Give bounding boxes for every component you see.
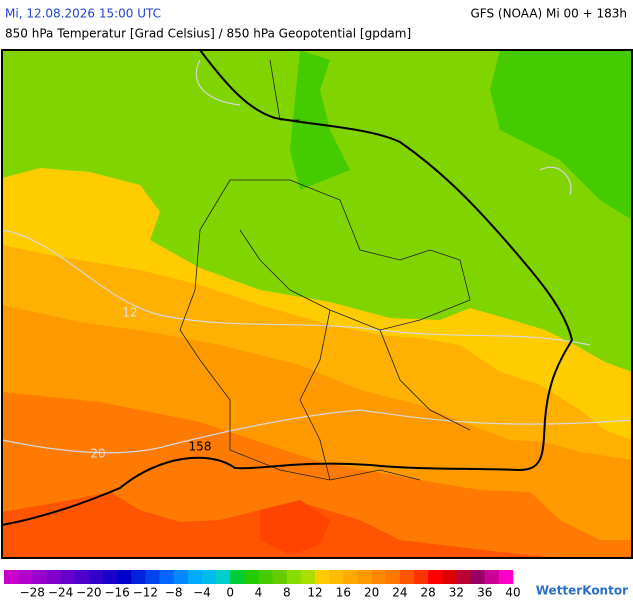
colorbar-swatch xyxy=(272,570,288,584)
colorbar-label: 12 xyxy=(307,586,322,600)
colorbar-swatch xyxy=(498,570,514,584)
colorbar-swatch xyxy=(470,570,486,584)
colorbar-swatch xyxy=(46,570,61,584)
map: 12 20 158 xyxy=(1,49,633,559)
colorbar-swatch xyxy=(32,570,47,584)
colorbar-swatch xyxy=(102,570,118,584)
colorbar-swatch xyxy=(399,570,415,584)
colorbar-label: 32 xyxy=(449,586,464,600)
colorbar-swatch xyxy=(159,570,174,584)
colorbar-swatch xyxy=(385,570,401,584)
colorbar-swatch xyxy=(230,570,245,584)
colorbar-swatch xyxy=(18,570,33,584)
colorbar-swatch xyxy=(244,570,259,584)
colorbar-label: 40 xyxy=(505,586,520,600)
colorbar-swatch xyxy=(343,570,358,584)
colorbar-label: 36 xyxy=(477,586,492,600)
colorbar-swatch xyxy=(315,570,330,584)
colorbar-label: 20 xyxy=(364,586,379,600)
colorbar-swatch xyxy=(4,570,19,584)
colorbar-swatch xyxy=(216,570,231,584)
colorbar-label: −20 xyxy=(76,586,101,600)
colorbar-label: 28 xyxy=(421,586,436,600)
colorbar-swatch xyxy=(484,570,500,584)
geopotential-contour xyxy=(1,49,574,526)
colorbar-label: −12 xyxy=(133,586,158,600)
colorbar-swatch xyxy=(414,570,429,584)
isotherm xyxy=(1,409,633,454)
colorbar-swatch xyxy=(201,570,217,584)
colorbar-label: −4 xyxy=(193,586,211,600)
map-title: 850 hPa Temperatur [Grad Celsius] / 850 … xyxy=(5,27,411,41)
colorbar-swatch xyxy=(371,570,387,584)
colorbar-swatch xyxy=(442,570,457,584)
colorbar-swatch xyxy=(187,570,203,584)
colorbar-label: −24 xyxy=(48,586,73,600)
isotherm-label: 20 xyxy=(90,447,105,461)
colorbar-swatch xyxy=(300,570,316,584)
colorbar-swatch xyxy=(117,570,132,584)
colorbar-label: −16 xyxy=(104,586,129,600)
map-frame xyxy=(1,49,633,559)
colorbar-swatch xyxy=(145,570,160,584)
colorbar-swatch xyxy=(60,570,75,584)
colorbar-swatch xyxy=(131,570,146,584)
field-red xyxy=(260,500,330,555)
colorbar-label: 0 xyxy=(226,586,234,600)
colorbar-swatch xyxy=(357,570,372,584)
colorbar-swatch xyxy=(88,570,104,584)
colorbar-label: −8 xyxy=(165,586,183,600)
model-run: GFS (NOAA) Mi 00 + 183h xyxy=(470,7,627,21)
colorbar-swatch xyxy=(286,570,302,584)
datetime: Mi, 12.08.2026 15:00 UTC xyxy=(5,7,161,21)
colorbar-label: 24 xyxy=(392,586,407,600)
colorbar-swatch xyxy=(329,570,344,584)
logo: WetterKontor xyxy=(536,584,628,598)
field-green-dark xyxy=(290,50,350,190)
colorbar-label: 8 xyxy=(283,586,291,600)
isotherm-label: 12 xyxy=(122,306,137,320)
colorbar-swatch xyxy=(456,570,471,584)
isotherm xyxy=(195,59,572,196)
colorbar-swatch xyxy=(428,570,443,584)
field-green-dark xyxy=(490,50,632,220)
colorbar-swatch xyxy=(173,570,189,584)
colorbar-swatch xyxy=(74,570,90,584)
colorbar-swatch xyxy=(258,570,273,584)
contour-label: 158 xyxy=(189,440,212,454)
colorbar-label: −28 xyxy=(20,586,45,600)
colorbar-label: 16 xyxy=(336,586,351,600)
colorbar: −28 −24 −20 −16 −12 −8 −4 0 4 8 12 16 20 24 28 32 36 40 xyxy=(4,570,521,600)
isotherm xyxy=(1,229,591,346)
colorbar-label: 4 xyxy=(255,586,263,600)
country-border xyxy=(179,59,471,481)
